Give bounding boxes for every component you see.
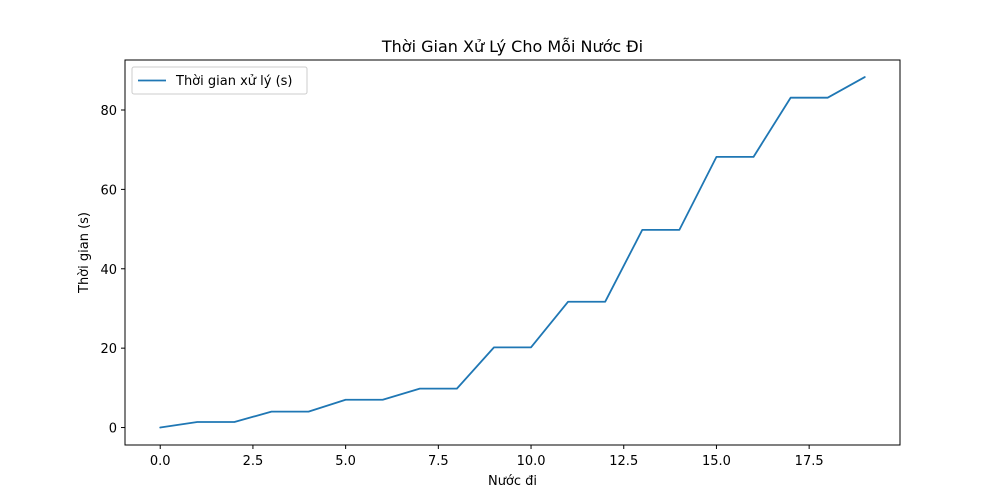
- plot-background: [125, 60, 900, 445]
- y-axis-label: Thời gian (s): [77, 212, 92, 294]
- x-axis-ticks: 0.0 2.5 5.0 7.5 10.0 12.5 15.0 17.5: [150, 445, 824, 469]
- y-tick-label: 80: [100, 104, 117, 119]
- legend-label: Thời gian xử lý (s): [175, 74, 293, 89]
- y-tick-label: 20: [100, 342, 117, 357]
- x-tick-label: 0.0: [150, 454, 171, 469]
- x-tick-label: 10.0: [517, 454, 546, 469]
- x-tick-label: 5.0: [335, 454, 356, 469]
- legend-box: [131, 66, 308, 95]
- x-tick-label: 17.5: [795, 454, 824, 469]
- y-tick-label: 40: [100, 263, 117, 278]
- y-tick-label: 0: [109, 422, 117, 437]
- x-tick-label: 12.5: [609, 454, 638, 469]
- x-tick-label: 7.5: [428, 454, 449, 469]
- x-axis-label: Nước đi: [488, 474, 537, 489]
- x-tick-label: 15.0: [702, 454, 731, 469]
- chart-title: Thời Gian Xử Lý Cho Mỗi Nước Đi: [381, 37, 643, 56]
- series-line: [159, 76, 866, 429]
- plot-frame: [124, 59, 901, 446]
- legend: Thời gian xử lý (s): [131, 66, 308, 95]
- x-tick-label: 2.5: [243, 454, 264, 469]
- y-axis-ticks: 0 20 40 60 80: [100, 104, 125, 437]
- series-layer: [159, 76, 866, 429]
- y-tick-label: 60: [100, 183, 117, 198]
